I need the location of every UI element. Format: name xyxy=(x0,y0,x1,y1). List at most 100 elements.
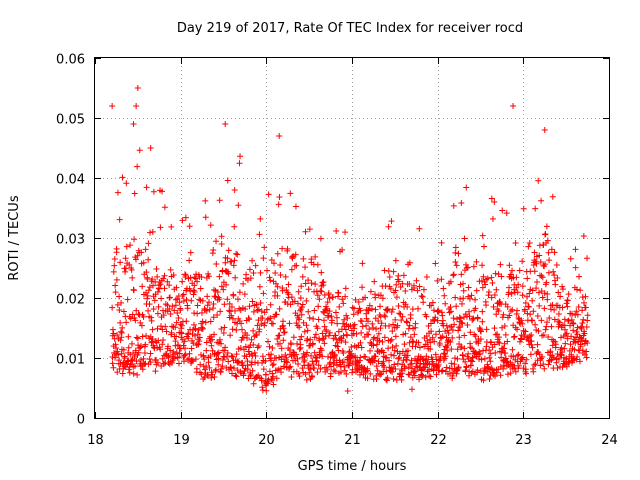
x-tick-label: 23 xyxy=(515,433,532,448)
data-point xyxy=(489,280,495,286)
data-point xyxy=(401,272,407,278)
data-point xyxy=(409,386,415,392)
data-point xyxy=(147,356,153,362)
data-point xyxy=(121,309,127,315)
data-point xyxy=(340,321,346,327)
data-point xyxy=(112,256,118,262)
data-point xyxy=(474,288,480,294)
data-point xyxy=(320,336,326,342)
data-point xyxy=(257,284,263,290)
data-point xyxy=(493,287,499,293)
data-point xyxy=(300,256,306,262)
data-point xyxy=(282,329,288,335)
data-point xyxy=(243,272,249,278)
data-point xyxy=(267,274,273,280)
data-point xyxy=(277,306,283,312)
data-point xyxy=(277,262,283,268)
data-point xyxy=(360,323,366,329)
data-point xyxy=(389,337,395,343)
data-point xyxy=(546,250,552,256)
data-point xyxy=(441,293,447,299)
data-point xyxy=(550,269,556,275)
data-point xyxy=(386,268,392,274)
data-point xyxy=(196,297,202,303)
data-point xyxy=(536,303,542,309)
data-point xyxy=(187,223,193,229)
data-point xyxy=(125,297,131,303)
data-point xyxy=(440,285,446,291)
data-point xyxy=(272,270,278,276)
data-point xyxy=(230,354,236,360)
data-point xyxy=(143,246,149,252)
data-point xyxy=(249,258,255,264)
data-point xyxy=(572,340,578,346)
data-point xyxy=(548,324,554,330)
data-point xyxy=(511,334,517,340)
data-point xyxy=(513,240,519,246)
y-axis-label: ROTI / TECUs xyxy=(7,195,22,280)
data-point xyxy=(535,178,541,184)
data-point xyxy=(393,343,399,349)
data-point xyxy=(524,276,530,282)
data-point xyxy=(549,246,555,252)
data-point xyxy=(386,224,392,230)
data-point xyxy=(303,298,309,304)
data-point xyxy=(233,251,239,257)
data-point xyxy=(428,374,434,380)
data-point xyxy=(464,322,470,328)
data-point xyxy=(202,198,208,204)
data-point xyxy=(266,344,272,350)
data-point xyxy=(125,334,131,340)
data-point xyxy=(333,228,339,234)
data-point xyxy=(295,361,301,367)
data-point xyxy=(395,356,401,362)
data-point xyxy=(113,289,119,295)
data-point xyxy=(239,327,245,333)
data-point xyxy=(492,350,498,356)
data-point xyxy=(527,240,533,246)
data-point xyxy=(486,355,492,361)
data-point xyxy=(453,245,459,251)
data-point xyxy=(221,324,227,330)
data-point xyxy=(484,326,490,332)
data-point xyxy=(184,297,190,303)
data-point xyxy=(266,191,272,197)
data-point xyxy=(230,326,236,332)
data-point xyxy=(276,201,282,207)
data-point xyxy=(235,296,241,302)
data-point xyxy=(120,370,126,376)
data-point xyxy=(534,342,540,348)
data-point xyxy=(150,229,156,235)
data-point xyxy=(137,147,143,153)
data-point xyxy=(296,289,302,295)
data-point xyxy=(369,321,375,327)
data-point xyxy=(542,231,548,237)
data-point xyxy=(111,263,117,269)
y-tick-label: 0.03 xyxy=(56,233,85,248)
data-point xyxy=(520,292,526,298)
data-point xyxy=(321,317,327,323)
data-point xyxy=(168,224,174,230)
data-point xyxy=(331,367,337,373)
data-point xyxy=(148,145,154,151)
data-point xyxy=(268,302,274,308)
data-point xyxy=(208,222,214,228)
data-point xyxy=(147,230,153,236)
data-point xyxy=(276,194,282,200)
data-point xyxy=(490,216,496,222)
data-point xyxy=(381,353,387,359)
data-point xyxy=(213,261,219,267)
data-point xyxy=(487,358,493,364)
data-point xyxy=(491,325,497,331)
data-point xyxy=(167,294,173,300)
data-point xyxy=(131,236,137,242)
data-point xyxy=(564,304,570,310)
data-point xyxy=(139,283,145,289)
data-point xyxy=(447,309,453,315)
data-point xyxy=(127,242,133,248)
data-point xyxy=(168,267,174,273)
data-point xyxy=(131,287,137,293)
data-point xyxy=(558,335,564,341)
data-point xyxy=(109,103,115,109)
data-point xyxy=(562,316,568,322)
